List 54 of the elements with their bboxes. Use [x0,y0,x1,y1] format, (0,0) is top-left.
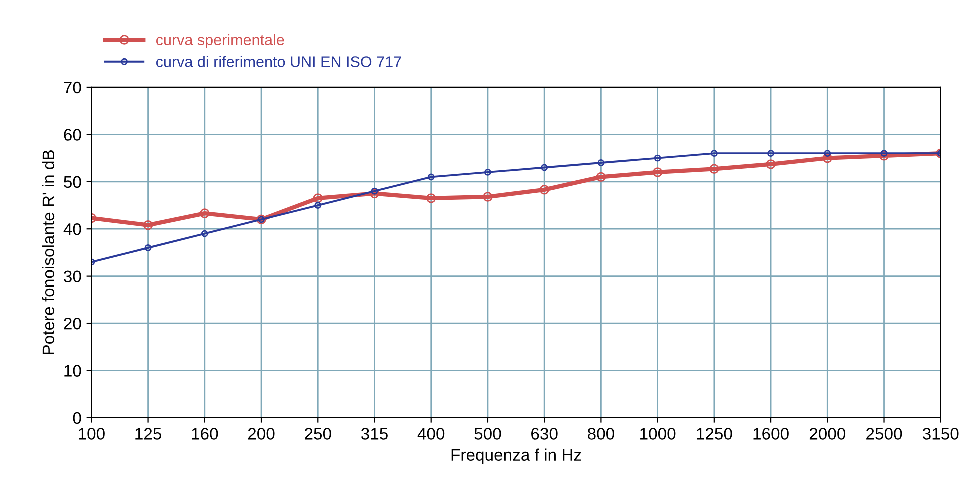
point [766,160,776,170]
point [371,188,378,195]
point [880,150,888,158]
point [201,230,208,238]
point [314,202,322,209]
x-tick-label: 630 [532,428,558,440]
x-axis-title: Frequenza f in Hz [452,448,582,464]
y-tick-label: 30 [64,270,82,283]
x-tick-label: 1600 [754,428,789,440]
point [483,192,493,202]
point [710,164,720,174]
x-tick-label: 500 [474,428,502,440]
y-tick-label: 50 [64,176,82,188]
point [654,154,662,162]
x-tick-label: 2500 [866,428,902,440]
x-tick-label: 800 [588,428,614,440]
x-tick-label: 315 [361,428,388,440]
x-tick-label: 2000 [810,428,846,440]
y-axis-title: Potere fonoisolante R' in dB [42,150,55,354]
point [822,153,833,164]
point [143,220,154,230]
point [652,168,663,178]
legend-label: curva sperimentale [156,34,284,49]
y-tick-label: 70 [64,82,82,94]
legend-label: curva di riferimento UNI EN ISO 717 [156,56,402,68]
x-tick-label: 400 [418,428,445,440]
point [144,244,152,252]
point [598,160,605,166]
x-tick-label: 100 [79,428,105,440]
point [710,150,718,158]
point [824,150,832,158]
point [484,168,492,176]
x-tick-label: 200 [248,428,275,440]
point [768,150,775,158]
y-tick-label: 60 [64,129,82,141]
point [540,185,550,195]
point [200,208,210,218]
x-tick-label: 3150 [922,428,959,440]
y-tick-label: 20 [64,318,82,330]
y-tick-label: 10 [64,365,82,377]
y-tick-label: 0 [73,412,82,424]
point [426,194,436,204]
x-tick-label: 160 [192,428,218,440]
point [541,164,548,172]
point [596,172,606,182]
point [879,151,890,161]
point [370,188,380,199]
point [428,174,435,181]
x-tick-label: 1000 [640,428,676,440]
x-tick-label: 125 [136,428,162,440]
x-tick-label: 1250 [697,428,732,440]
y-tick-label: 40 [64,224,82,236]
x-tick-label: 250 [305,428,332,440]
point [313,194,323,204]
